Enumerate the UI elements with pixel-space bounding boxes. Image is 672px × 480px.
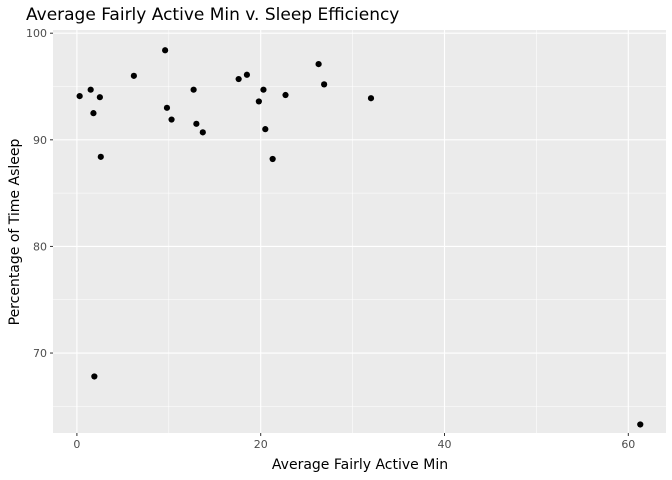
data-point	[97, 153, 104, 160]
data-point	[367, 95, 375, 102]
data-point	[91, 373, 98, 380]
y-tick-label: 100	[26, 27, 47, 40]
minor-gridlines	[53, 30, 666, 433]
x-tick-label: 20	[254, 438, 268, 451]
data-point	[269, 155, 276, 163]
data-point	[168, 116, 175, 123]
major-gridlines	[53, 30, 666, 433]
data-point	[255, 98, 262, 105]
data-point	[90, 110, 97, 117]
x-tick-label: 0	[73, 438, 80, 451]
x-tick-label: 60	[621, 438, 635, 451]
x-tick-label: 40	[438, 438, 452, 451]
data-point	[260, 86, 267, 93]
data-points	[76, 47, 644, 428]
axis-ticks: 0 20 40 60 70 80 90 100	[26, 27, 635, 451]
y-tick-label: 80	[33, 240, 47, 253]
y-tick-label: 90	[33, 134, 47, 147]
data-point	[96, 94, 103, 101]
data-point	[199, 129, 206, 136]
data-point	[162, 47, 169, 54]
data-point	[163, 104, 171, 111]
data-point	[315, 61, 322, 68]
data-point	[76, 93, 83, 100]
data-point	[235, 75, 242, 83]
data-point	[130, 72, 137, 79]
data-point	[321, 81, 328, 88]
data-point	[243, 71, 251, 78]
data-point	[637, 421, 644, 428]
plot-panel	[53, 30, 666, 433]
data-point	[262, 126, 269, 133]
data-point	[87, 86, 94, 93]
data-point	[190, 86, 197, 93]
data-point	[282, 91, 289, 99]
y-axis-title: Percentage of Time Asleep	[7, 139, 23, 326]
y-tick-label: 70	[33, 347, 47, 360]
x-axis-title: Average Fairly Active Min	[272, 457, 448, 473]
chart-title: Average Fairly Active Min v. Sleep Effic…	[26, 5, 399, 25]
data-point	[193, 120, 200, 127]
